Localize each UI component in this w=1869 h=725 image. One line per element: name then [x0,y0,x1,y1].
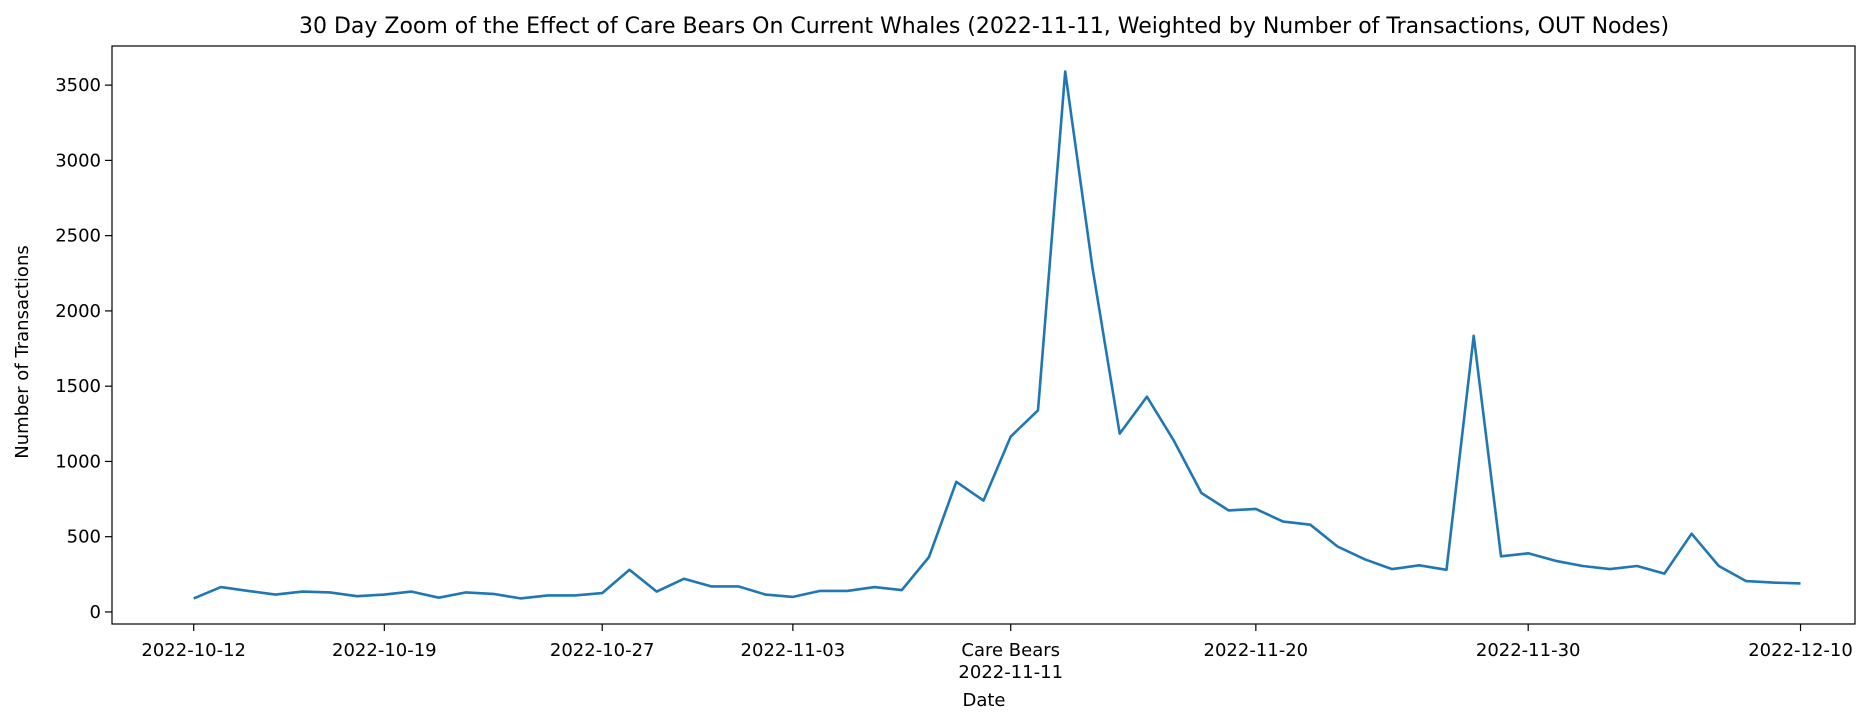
x-axis: 2022-10-12 2022-10-19 2022-10-27 2022-11-03… [141,624,1853,683]
y-tick-label: 2500 [55,226,101,247]
y-axis: 0 500 1000 1500 2000 2500 3000 3500 [55,75,112,623]
y-tick-label: 3500 [55,75,101,96]
series-line [193,70,1801,600]
y-tick-label: 1000 [55,451,101,472]
chart-title: 30 Day Zoom of the Effect of Care Bears … [299,14,1669,39]
x-tick-label: 2022-12-10 [1748,640,1853,661]
y-tick-label: 0 [90,602,101,623]
y-tick-label: 1500 [55,376,101,397]
x-tick-label: 2022-11-30 [1476,640,1581,661]
y-tick-label: 2000 [55,301,101,322]
x-tick-label: 2022-10-19 [332,640,437,661]
x-axis-label: Date [962,690,1005,711]
plot-area-frame [111,45,1856,625]
y-tick-label: 3000 [55,150,101,171]
series-group [193,70,1801,600]
y-tick-label: 500 [67,527,101,548]
x-tick-label: 2022-11-03 [741,640,846,661]
x-tick-label: 2022-11-20 [1204,640,1309,661]
y-axis-label: Number of Transactions [12,245,33,458]
x-tick-label: 2022-10-27 [550,640,655,661]
x-tick-label: Care Bears [961,640,1060,661]
x-tick-label: 2022-10-12 [141,640,246,661]
x-tick-sublabel: 2022-11-11 [958,662,1063,683]
